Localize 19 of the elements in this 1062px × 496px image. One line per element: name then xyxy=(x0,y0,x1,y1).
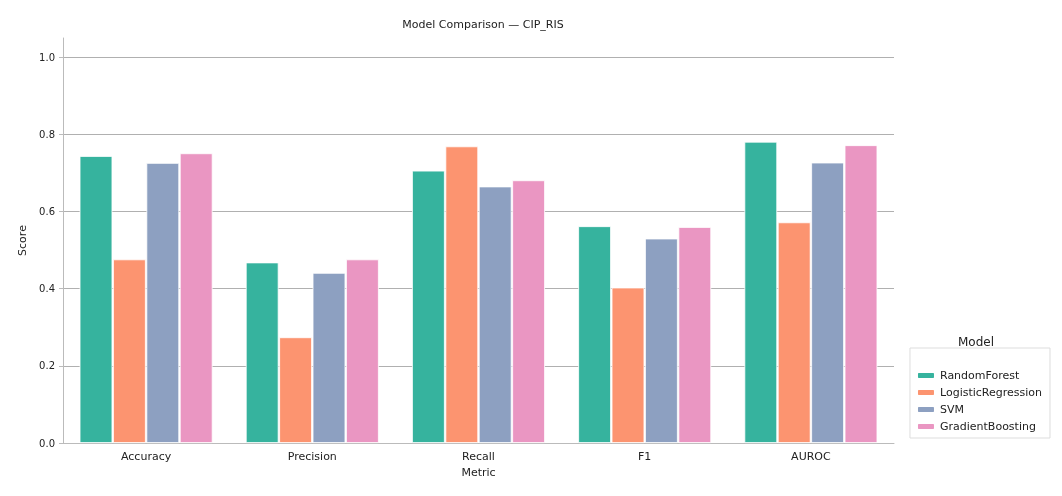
x-tick-label: F1 xyxy=(638,450,652,463)
y-tick-label: 0.6 xyxy=(39,206,55,218)
x-tick-label: Recall xyxy=(462,450,495,463)
legend-label: SVM xyxy=(939,403,964,416)
y-tick-label: 0.2 xyxy=(39,360,55,372)
legend-label: GradientBoosting xyxy=(939,420,1036,433)
x-tick-label: AUROC xyxy=(791,450,831,463)
y-tick-label: 0.8 xyxy=(39,128,55,140)
legend-title: Model xyxy=(957,335,994,349)
y-tick-label: 0.0 xyxy=(39,437,55,449)
y-axis-title: Score xyxy=(16,224,29,256)
legend-label: RandomForest xyxy=(939,369,1020,382)
x-tick-label: Precision xyxy=(287,450,337,463)
x-axis-title: Metric xyxy=(461,465,496,479)
y-tick-label: 1.0 xyxy=(39,51,55,63)
y-tick-label: 0.4 xyxy=(39,283,55,295)
chart-title: Model Comparison — CIP_RIS xyxy=(402,18,564,31)
x-tick-label: Accuracy xyxy=(120,450,172,463)
legend-label: LogisticRegression xyxy=(939,386,1043,399)
